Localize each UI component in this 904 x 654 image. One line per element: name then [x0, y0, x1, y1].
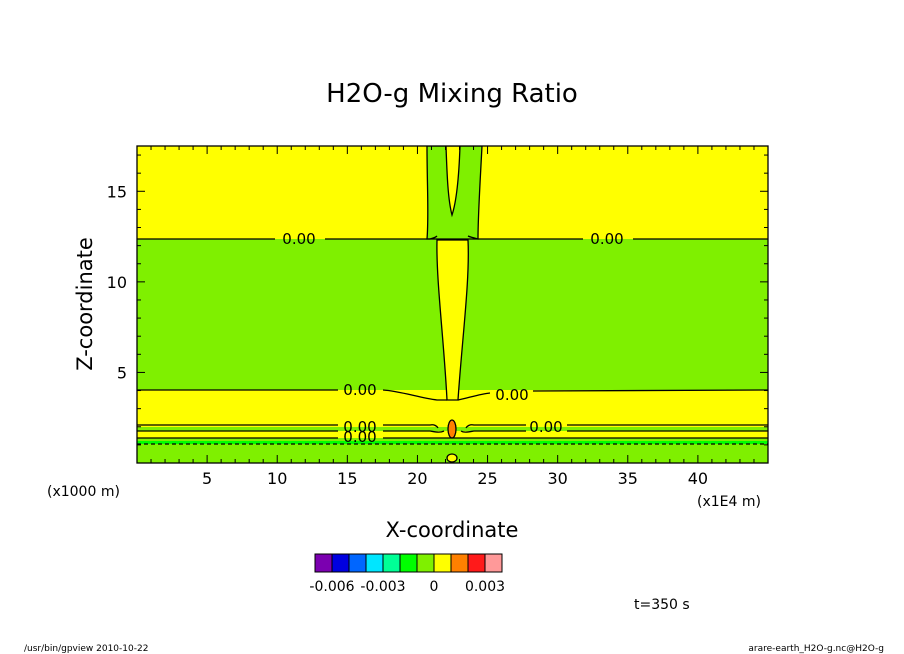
x-tick-label: 10: [267, 469, 287, 488]
y-tick-label: 15: [107, 182, 127, 201]
colorbar-swatch: [331, 553, 350, 573]
colorbar-swatch: [467, 553, 486, 573]
colorbar-swatch: [314, 553, 333, 573]
central-bottom-cell: [446, 453, 458, 463]
colorbar-tick-label: 0.003: [465, 579, 505, 595]
contour-label: 0.00: [343, 428, 376, 446]
colorbar: [314, 553, 503, 573]
footer-right: arare-earth_H2O-g.nc@H2O-g: [748, 644, 884, 654]
x-tick-label: 30: [547, 469, 567, 488]
y-axis-label: Z-coordinate: [73, 237, 97, 371]
x-unit-right: (x1E4 m): [697, 494, 761, 510]
x-tick-label: 20: [407, 469, 427, 488]
colorbar-tick-label: 0: [430, 579, 439, 595]
contour-label: 0.00: [282, 230, 315, 248]
footer-left: /usr/bin/gpview 2010-10-22: [24, 644, 148, 654]
x-tick-label: 40: [688, 469, 708, 488]
contour-line-lower-2: [137, 430, 768, 433]
colorbar-swatch: [348, 553, 367, 573]
colorbar-swatch: [399, 553, 418, 573]
chart-title: H2O-g Mixing Ratio: [326, 79, 578, 109]
x-tick-label: 25: [477, 469, 497, 488]
y-tick-label: 10: [107, 273, 127, 292]
x-tick-label: 5: [202, 469, 212, 488]
contour-line-lower-1: [137, 424, 768, 429]
x-tick-label: 35: [618, 469, 638, 488]
contour-line-upper: [137, 235, 768, 240]
contour-field: 0.00 0.00 0.00 0.00 0.00 0.00 0.00: [137, 146, 768, 463]
colorbar-tick-label: -0.006: [309, 579, 354, 595]
y-tick-label: 5: [117, 363, 127, 382]
x-tick-labels: 5 10 15 20 25 30 35 40: [202, 469, 708, 488]
x-unit-left: (x1000 m): [47, 484, 120, 500]
colorbar-swatch: [365, 553, 384, 573]
colorbar-swatch: [416, 553, 435, 573]
contour-label: 0.00: [343, 381, 376, 399]
colorbar-labels: -0.006 -0.003 0 0.003: [309, 579, 505, 595]
upper-yellow-notch: [445, 146, 461, 218]
contour-label: 0.00: [529, 418, 562, 436]
contour-line-middle: [137, 389, 768, 401]
y-tick-labels: 5 10 15: [107, 182, 127, 382]
contour-label: 0.00: [590, 230, 623, 248]
colorbar-swatch: [450, 553, 469, 573]
axis-ticks: [137, 146, 768, 463]
contour-label: 0.00: [495, 386, 528, 404]
time-label: t=350 s: [634, 597, 690, 613]
colorbar-swatch: [484, 553, 503, 573]
colorbar-tick-label: -0.003: [360, 579, 405, 595]
colorbar-swatch: [382, 553, 401, 573]
x-axis-label: X-coordinate: [386, 518, 519, 542]
x-tick-label: 15: [337, 469, 357, 488]
plot-frame: [136, 145, 769, 464]
colorbar-swatch: [433, 553, 452, 573]
band-green-stripe: [137, 441, 768, 444]
central-orange-cell: [447, 419, 457, 439]
contour-label: 0.00: [343, 418, 376, 436]
